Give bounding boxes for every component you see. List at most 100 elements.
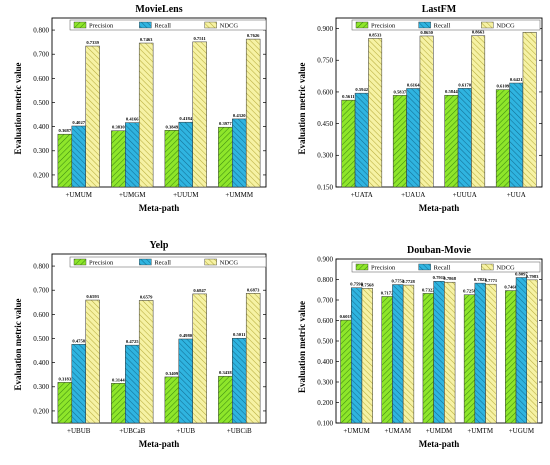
bar-value-label: 0.4758 [72,338,85,343]
bar-value-label: 0.6019 [340,314,353,319]
bar-value-label: 0.4725 [126,339,139,344]
bar-precision [57,133,73,188]
bar-recall [71,344,86,424]
bar-value-label: 0.7463 [140,37,153,42]
legend-label-precision: Precision [371,23,396,30]
x-tick-label: +UUUA [453,191,477,199]
bar-value-label: 0.4166 [126,117,139,122]
panel-title: LastFM [422,4,457,15]
bar-recall [125,122,140,188]
bar-recall [515,277,528,424]
bar-value-label: 0.4184 [179,116,192,121]
bar-value-label: 0.6873 [247,287,260,292]
x-tick-label: +UATA [351,191,373,199]
bar-recall [232,337,247,424]
legend-swatch-recall [139,258,152,266]
bar-value-label: 0.8533 [369,32,382,37]
y-tick-label: 0.600 [317,317,333,325]
bar-recall [433,280,445,424]
bar-ndcg [368,38,383,188]
y-axis-title: Evaluation metric value [297,63,307,155]
bar-value-label: 0.7598 [350,282,363,287]
bar-ndcg [245,38,261,188]
x-tick-label: +UBCaB [119,427,145,435]
bar-value-label: 0.4980 [179,333,192,338]
bar-value-label: 0.4027 [72,120,85,125]
x-tick-label: +UUA [507,191,526,199]
x-axis-title: Meta-path [419,439,460,449]
bar-ndcg [522,31,537,188]
y-tick-label: 0.300 [33,383,49,391]
panel-title: MovieLens [135,4,182,15]
legend-box [351,261,541,273]
bar-precision [164,376,180,424]
y-axis-title: Evaluation metric value [13,63,23,155]
legend-label-recall: Recall [154,260,171,267]
legend-swatch-ndcg [481,263,494,271]
bar-value-label: 0.7753 [391,279,404,284]
y-tick-label: 0.500 [33,99,49,107]
y-tick-label: 0.200 [33,171,49,179]
bar-value-label: 0.7823 [474,277,487,282]
bar-ndcg [192,41,207,188]
bar-recall [125,344,140,424]
legend-label-ndcg: NDCG [496,265,515,272]
x-tick-label: +UUB [176,427,195,435]
legend-label-precision: Precision [371,265,396,272]
bar-recall [392,284,404,424]
bar-precision [392,95,407,188]
y-tick-label: 0.700 [317,296,333,304]
x-tick-label: +UMGM [119,191,146,199]
x-axis-title: Meta-path [419,203,460,213]
bar-value-label: 0.6164 [407,82,420,87]
x-tick-label: +UUUM [173,191,199,199]
bar-value-label: 0.3849 [166,124,179,129]
legend-swatch-ndcg [481,21,494,29]
legend-label-ndcg: NDCG [496,23,515,30]
bar-precision [422,293,434,424]
x-tick-label: +UMDM [426,427,453,435]
bar-value-label: 0.5844 [445,89,458,94]
bar-value-label: 0.3409 [166,371,179,376]
bar-value-label: 0.6847 [193,288,206,293]
legend-swatch-precision [73,258,87,266]
y-tick-label: 0.450 [317,120,333,128]
panel-title: Yelp [150,240,169,251]
bar-recall [474,282,486,424]
bar-value-label: 0.7322 [422,287,435,292]
bar-value-label: 0.3977 [219,121,232,126]
bar-value-label: 0.7460 [504,285,517,290]
bar-value-label: 0.8650 [420,30,433,35]
y-tick-label: 0.500 [33,335,49,343]
bar-precision [111,130,126,188]
bar-recall [350,287,363,424]
legend-swatch-precision [355,21,369,29]
plot-frame [335,17,543,188]
bar-ndcg [192,293,207,424]
bar-value-label: 0.7771 [485,278,498,283]
bar-precision [111,383,126,424]
legend-label-ndcg: NDCG [220,23,239,30]
y-tick-label: 0.900 [317,25,333,33]
y-tick-label: 0.300 [317,378,333,386]
bar-value-label: 0.6421 [510,77,523,82]
bar-value-label: 0.3687 [59,128,72,133]
legend-box [69,19,267,31]
bar-value-label: 0.7339 [86,40,99,45]
bar-value-label: 0.3183 [59,376,72,381]
bar-value-label: 0.5837 [394,89,407,94]
x-axis-title: Meta-path [139,203,180,213]
legend-label-recall: Recall [434,265,451,272]
y-tick-label: 0.800 [33,262,49,270]
x-tick-label: +UMUM [343,427,370,435]
y-tick-label: 0.300 [317,152,333,160]
bar-value-label: 0.6109 [497,84,510,89]
y-tick-label: 0.700 [33,51,49,59]
bar-ndcg [402,284,415,424]
bar-precision [495,89,510,188]
bar-ndcg [485,283,497,424]
x-tick-label: +UMAM [385,427,412,435]
bar-precision [218,375,233,424]
legend-swatch-precision [73,21,87,29]
bar-ndcg [419,35,434,188]
